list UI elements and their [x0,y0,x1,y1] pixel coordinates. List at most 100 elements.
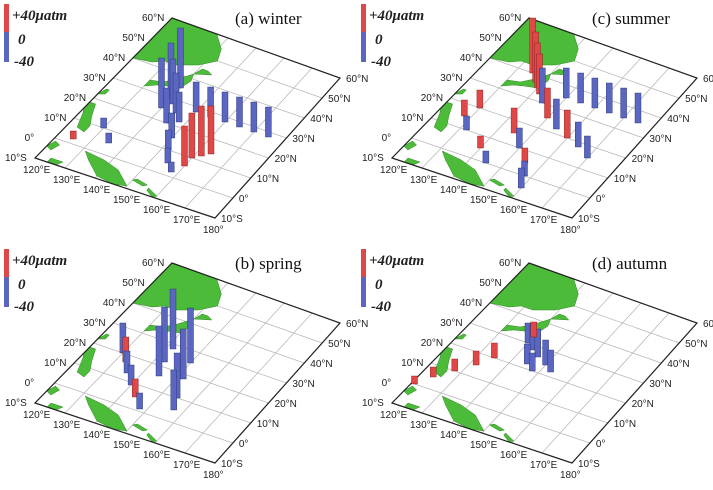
map-frame [33,262,342,464]
parallel-line [54,382,233,444]
lat-tick-label-right: 20°N [632,154,654,165]
lon-tick-label: 160°E [143,205,171,216]
pco2-bar [534,328,542,358]
lat-tick-label-left: 0° [382,133,392,144]
lon-tick-label: 150°E [113,440,141,451]
lon-tick-label: 120°E [23,165,51,176]
meridian-line [541,312,670,454]
pco2-bar [577,72,584,104]
land-mass [84,395,128,432]
map-frame [33,17,342,219]
lon-tick-label: 130°E [53,420,81,431]
pco2-bar [472,350,480,366]
lat-tick-label-left: 10°S [362,398,384,409]
pco2-bar [517,167,525,189]
pco2-bar [451,358,458,372]
lon-tick-label: 140°E [440,185,468,196]
lat-tick-label-left: 60°N [499,258,521,269]
lat-tick-label-left: 30°N [83,73,105,84]
lat-tick-label-right: 0° [596,439,606,450]
scale-top-label: +40μatm [369,253,424,269]
pco2-bar [562,67,570,99]
lat-tick-label-left: 10°S [362,153,384,164]
pco2-bar [70,130,77,140]
summer-map: 120°E130°E140°E150°E160°E170°E180°10°S0°… [361,4,713,236]
panel-title: (c) summer [592,9,670,28]
pco2-bar [163,87,170,124]
lat-tick-label-left: 60°N [142,13,164,24]
pco2-bar [606,82,613,114]
pco2-bar [491,342,498,359]
pco2-bar [158,57,165,109]
lat-tick-label-left: 30°N [83,318,105,329]
pco2-bar [250,101,258,133]
parallel-line [93,97,269,159]
autumn-map: 120°E130°E140°E150°E160°E170°E180°10°S0°… [361,249,713,481]
land-mass [46,402,64,411]
lat-tick-label-left: 50°N [122,278,144,289]
pco2-bar [544,87,551,119]
scale-bottom-label: -40 [14,299,34,315]
scale-positive-bar [4,4,9,32]
lon-tick-label: 160°E [500,450,528,461]
land-mass [192,68,213,76]
pco2-bar [198,105,205,157]
map-frame [390,262,699,464]
lon-tick-label: 150°E [470,440,498,451]
pco2-bar [539,67,546,104]
pco2-bar [168,112,176,139]
lon-tick-label: 180° [203,225,224,236]
parallel-line [489,57,662,119]
meridian-line [184,312,313,454]
land-mass [96,88,110,95]
lat-tick-label-left: 50°N [479,33,501,44]
lat-tick-label-right: 10°N [614,419,636,430]
panel-title: (d) autumn [592,254,668,273]
land-mass [76,346,96,378]
lat-tick-label-left: 50°N [479,278,501,289]
land-mass [433,346,453,378]
spring-map: 120°E130°E140°E150°E160°E170°E180°10°S0°… [4,249,368,481]
lon-tick-label: 140°E [440,430,468,441]
land-mass [403,157,421,166]
lat-tick-label-right: 30°N [649,379,671,390]
pco2-bar [181,125,188,167]
pco2-bar [461,99,468,117]
land-mass [76,101,96,133]
lon-tick-label: 170°E [173,460,201,471]
lat-tick-label-right: 40°N [667,359,689,370]
lat-tick-label-right: 10°N [257,419,279,430]
land-mass [132,17,222,66]
lon-tick-label: 140°E [83,185,111,196]
land-mass [131,178,149,187]
pco2-bar [530,321,537,338]
land-mass [453,88,467,95]
meridian-line [511,302,642,444]
pco2-bar [127,364,135,386]
lon-tick-label: 120°E [23,410,51,421]
pco2-bar [167,161,175,173]
scale-negative-bar [4,277,9,307]
land-mass [131,423,149,432]
lon-tick-label: 180° [560,225,581,236]
lat-tick-label-left: 60°N [142,258,164,269]
lat-tick-label-left: 20°N [421,338,443,349]
pco2-bar [634,92,642,124]
lon-tick-label: 140°E [83,430,111,441]
lat-tick-label-left: 10°N [44,113,66,124]
pco2-bar [529,352,536,372]
scale-mid-label: 0 [375,277,383,293]
parallel-line [54,137,233,199]
lon-tick-label: 120°E [380,165,408,176]
panel-title: (a) winter [235,9,302,28]
scale-positive-bar [361,249,366,277]
lat-tick-label-right: 40°N [310,114,332,125]
pco2-bar [553,98,560,130]
pco2-bar [192,81,200,113]
land-mass [441,150,485,187]
land-mass [403,140,418,151]
scale-top-label: +40μatm [12,8,67,24]
land-mass [489,262,579,311]
lat-tick-label-right: 50°N [685,94,707,105]
